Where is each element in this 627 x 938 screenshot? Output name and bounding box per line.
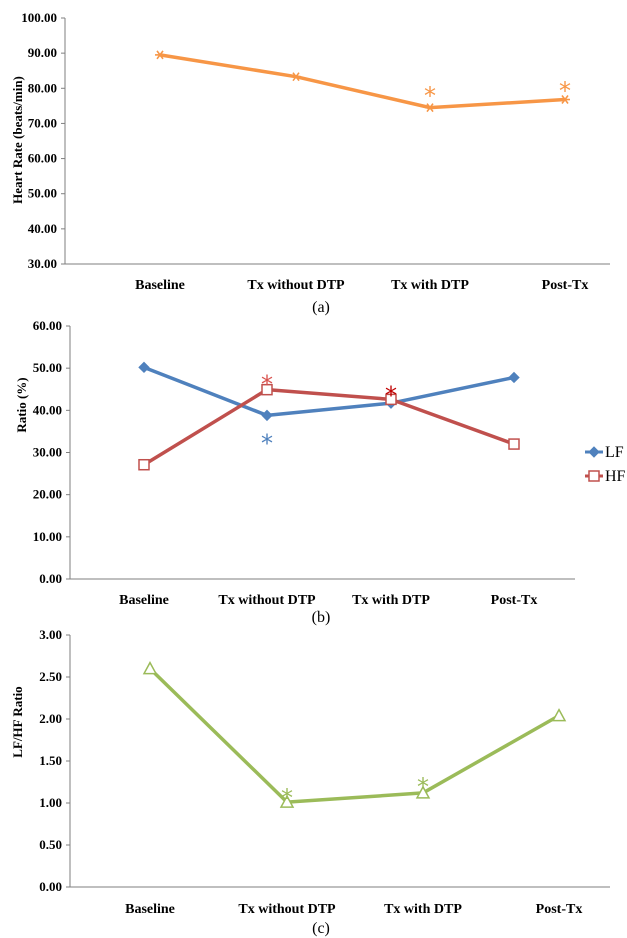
chart-c-category-label: Tx with DTP: [384, 902, 462, 917]
chart-c-data-point: [415, 785, 431, 799]
chart-b-ytick-label: 20.00: [33, 487, 62, 502]
chart-a-ylabel: Heart Rate (beats/min): [10, 76, 25, 204]
chart-b-data-point: [508, 371, 520, 384]
chart-a-ytick-label: 80.00: [28, 80, 57, 95]
chart-b-ytick-label: 30.00: [33, 445, 62, 460]
chart-c-ytick-label: 0.00: [39, 879, 62, 894]
chart-b-series-line: [143, 365, 515, 418]
chart-b-data-point: [385, 393, 397, 406]
chart-a-series-line: [159, 53, 566, 110]
chart-b-category-label: Baseline: [119, 593, 169, 608]
chart-c-ytick-label: 1.00: [39, 795, 62, 810]
chart-c-data-point: [142, 661, 158, 675]
chart-a-data-point: [425, 103, 435, 113]
chart-a: Heart Rate (beats/min) (a) 30.00 40.00 50.…: [10, 10, 610, 316]
chart-c-category-label: Tx without DTP: [238, 902, 336, 917]
chart-b-ytick-label: 10.00: [33, 529, 62, 544]
chart-b-significance-marker: *: [261, 430, 273, 458]
chart-b-category-label: Tx with DTP: [352, 593, 430, 608]
chart-b-data-point: [138, 458, 150, 471]
chart-b-series-line: [143, 387, 515, 467]
chart-c-ytick-label: 0.50: [39, 837, 62, 852]
chart-b-data-point: [261, 409, 273, 422]
chart-c-caption: (c): [312, 920, 330, 937]
chart-b-legend-label: HF: [605, 468, 626, 485]
chart-b-ytick-label: 40.00: [33, 402, 62, 417]
chart-a-category-label: Baseline: [135, 278, 185, 293]
chart-b-legend-label: LF: [605, 444, 624, 461]
chart-b-ytick-label: 60.00: [33, 318, 62, 333]
chart-a-data-point: [560, 95, 570, 105]
chart-b-legend-marker: [588, 446, 600, 458]
chart-c-significance-marker: *: [417, 773, 429, 801]
chart-a-ytick-label: 30.00: [28, 256, 57, 271]
chart-c-data-point: [551, 708, 567, 722]
chart-c-ytick-label: 1.50: [39, 753, 62, 768]
chart-a-ytick-label: 100.00: [21, 10, 57, 25]
chart-c-category-label: Baseline: [125, 902, 175, 917]
chart-b-category-label: Tx without DTP: [218, 593, 316, 608]
chart-c-series-line: [148, 667, 560, 804]
chart-a-significance-marker: *: [559, 77, 571, 105]
chart-a-ytick-label: 70.00: [28, 115, 57, 130]
chart-a-caption: (a): [312, 299, 330, 316]
chart-b-significance-marker: *: [385, 381, 397, 409]
chart-c-category-label: Post-Tx: [536, 902, 583, 917]
chart-b-data-point: [508, 438, 520, 450]
chart-a-data-point: [291, 72, 301, 82]
chart-c-data-point: [279, 794, 295, 808]
chart-a-data-point: [155, 50, 165, 60]
chart-c-ylabel: LF/HF Ratio: [10, 686, 25, 757]
chart-b: Ratio (%) (b) 0.00 10.00 20.00 30.00 40.00 50…: [14, 318, 626, 626]
chart-a-significance-marker: *: [424, 82, 436, 110]
chart-a-ytick-label: 40.00: [28, 221, 57, 236]
chart-c-significance-marker: *: [281, 784, 293, 812]
chart-b-ylabel: Ratio (%): [14, 377, 29, 432]
chart-c-ytick-label: 3.00: [39, 627, 62, 642]
chart-b-category-label: Post-Tx: [491, 593, 538, 608]
chart-c-ytick-label: 2.00: [39, 711, 62, 726]
chart-a-category-label: Post-Tx: [542, 278, 589, 293]
chart-b-significance-marker: *: [261, 371, 273, 399]
chart-b-ytick-label: 0.00: [39, 571, 62, 586]
chart-a-ytick-label: 50.00: [28, 186, 57, 201]
chart-b-legend-marker: [588, 470, 600, 482]
chart-a-category-label: Tx without DTP: [247, 278, 345, 293]
chart-b-data-point: [261, 383, 273, 396]
chart-c-ytick-label: 2.50: [39, 669, 62, 684]
chart-a-ytick-label: 60.00: [28, 151, 57, 166]
chart-a-category-label: Tx with DTP: [391, 278, 469, 293]
chart-b-caption: (b): [312, 609, 331, 626]
chart-c: LF/HF Ratio (c) 0.00 0.50 1.00 1.50 2.00 2.50…: [10, 627, 610, 937]
chart-a-ytick-label: 90.00: [28, 45, 57, 60]
chart-b-data-point: [138, 361, 150, 374]
chart-b-ytick-label: 50.00: [33, 360, 62, 375]
